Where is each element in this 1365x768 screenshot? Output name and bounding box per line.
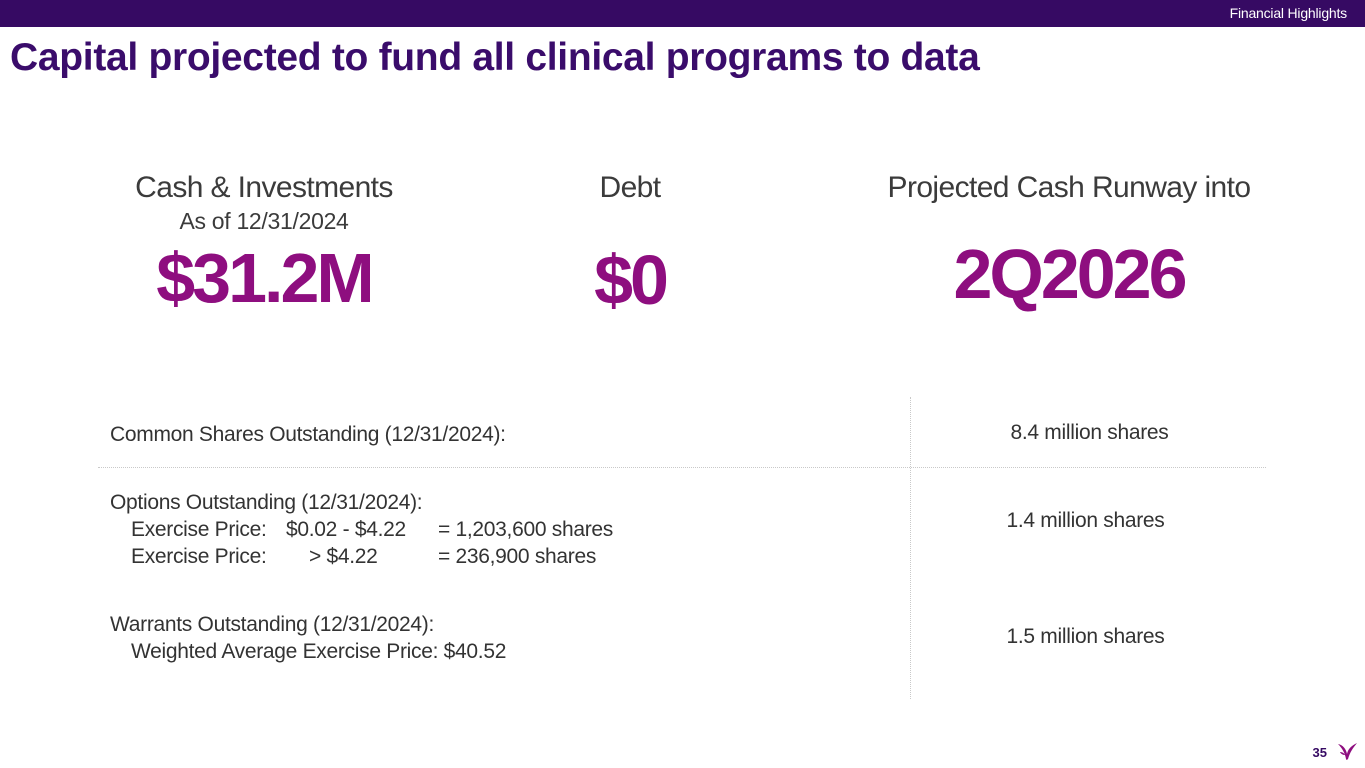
options-label: Options Outstanding (12/31/2024): [110, 491, 423, 514]
options-line-1: Exercise Price: $0.02 - $4.22 = 1,203,600 … [131, 518, 613, 541]
warrants-block: Warrants Outstanding (12/31/2024): Weigh… [110, 611, 506, 665]
row-divider [98, 467, 1266, 468]
warrants-label: Warrants Outstanding (12/31/2024): [110, 613, 435, 636]
warrants-line-1: Weighted Average Exercise Price: $40.52 [131, 640, 507, 663]
cash-date: As of 12/31/2024 [179, 208, 349, 234]
common-shares-label: Common Shares Outstanding (12/31/2024): [110, 423, 506, 446]
options-line-2: Exercise Price: > $4.22 = 236,900 shares [131, 545, 597, 568]
common-shares-value: 8.4 million shares [1010, 421, 1169, 444]
section-label: Financial Highlights [1229, 5, 1348, 21]
column-divider [910, 397, 911, 699]
warrants-value: 1.5 million shares [1006, 625, 1165, 648]
debt-label: Debt [599, 171, 662, 204]
runway-label: Projected Cash Runway into [887, 171, 1252, 204]
page-number: 35 [1312, 745, 1327, 760]
cash-label: Cash & Investments [135, 171, 393, 204]
debt-metric: Debt $0 [560, 170, 700, 320]
bird-logo-icon [1338, 743, 1357, 760]
cash-metric: Cash & Investments As of 12/31/2024 $31.… [100, 170, 428, 318]
debt-value: $0 [594, 241, 669, 319]
page-title: Capital projected to fund all clinical p… [10, 36, 980, 79]
runway-value: 2Q2026 [953, 235, 1187, 313]
top-bar: Financial Highlights [0, 0, 1365, 27]
options-value: 1.4 million shares [1006, 509, 1165, 532]
runway-metric: Projected Cash Runway into 2Q2026 [855, 170, 1283, 314]
options-block: Options Outstanding (12/31/2024): Exerci… [110, 489, 613, 570]
cash-value: $31.2M [156, 239, 374, 317]
